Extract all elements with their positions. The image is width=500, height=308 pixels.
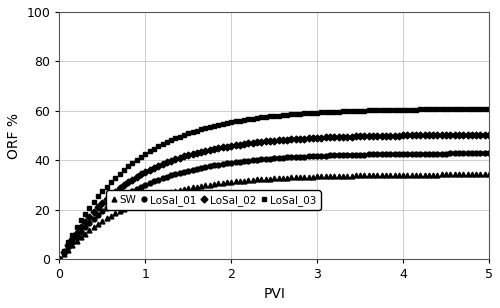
SW: [56, 257, 62, 261]
LoSal_03: [378, 108, 384, 112]
X-axis label: PVI: PVI: [264, 287, 285, 301]
LoSal_02: [254, 140, 260, 144]
SW: [164, 191, 170, 195]
LoSal_03: [86, 206, 92, 209]
Legend: SW, LoSal_01, LoSal_02, LoSal_03: SW, LoSal_01, LoSal_02, LoSal_03: [106, 190, 320, 210]
SW: [486, 172, 492, 176]
LoSal_01: [254, 158, 260, 162]
LoSal_01: [164, 175, 170, 179]
LoSal_03: [486, 107, 492, 111]
LoSal_03: [164, 140, 170, 144]
LoSal_02: [314, 136, 320, 140]
LoSal_02: [164, 160, 170, 164]
LoSal_03: [357, 109, 363, 113]
LoSal_01: [86, 221, 92, 225]
LoSal_01: [357, 153, 363, 156]
Line: SW: SW: [57, 172, 492, 262]
Line: LoSal_02: LoSal_02: [57, 132, 492, 262]
LoSal_03: [56, 257, 62, 261]
Line: LoSal_01: LoSal_01: [57, 151, 492, 262]
LoSal_02: [56, 257, 62, 261]
LoSal_02: [86, 215, 92, 218]
SW: [86, 228, 92, 232]
SW: [254, 178, 260, 181]
Y-axis label: ORF %: ORF %: [7, 113, 21, 159]
LoSal_02: [378, 134, 384, 138]
LoSal_02: [357, 135, 363, 138]
SW: [378, 173, 384, 177]
SW: [357, 173, 363, 177]
LoSal_01: [56, 257, 62, 261]
Line: LoSal_03: LoSal_03: [57, 107, 492, 262]
LoSal_03: [314, 111, 320, 115]
LoSal_02: [486, 133, 492, 137]
LoSal_01: [378, 152, 384, 156]
SW: [314, 175, 320, 178]
LoSal_01: [314, 154, 320, 158]
LoSal_03: [254, 116, 260, 120]
LoSal_01: [486, 152, 492, 155]
